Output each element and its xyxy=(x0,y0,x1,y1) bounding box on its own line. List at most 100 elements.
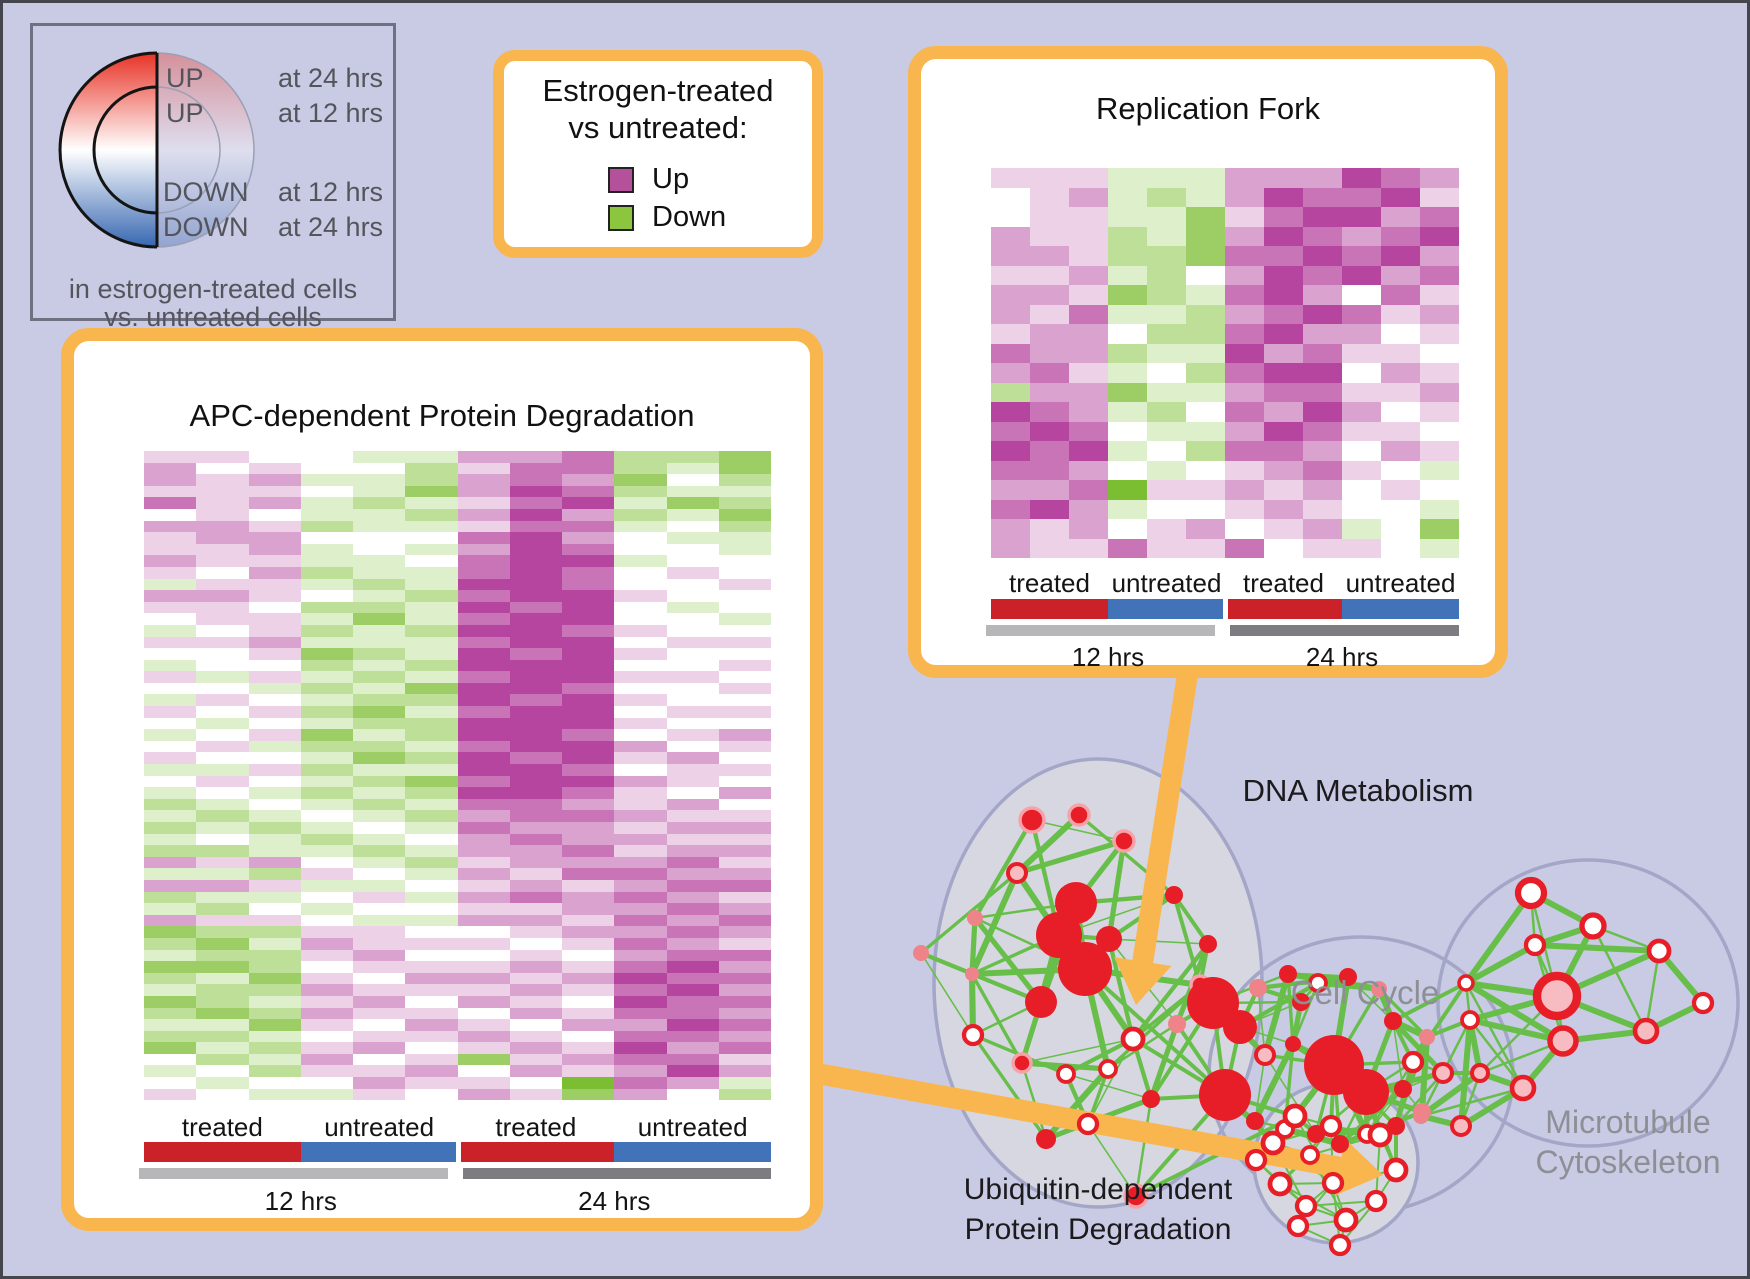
heatmap-cell xyxy=(718,914,771,927)
up-label: Up xyxy=(652,163,690,195)
heatmap-cell xyxy=(614,961,667,973)
heatmap-cell xyxy=(353,937,406,950)
heatmap-cell xyxy=(353,497,406,509)
time-bar xyxy=(1230,625,1459,636)
heatmap-cell xyxy=(562,1030,615,1043)
heatmap-cell xyxy=(1303,324,1342,344)
heatmap-cell xyxy=(718,995,771,1008)
heatmap-cell xyxy=(300,1065,353,1078)
axis-group-label: untreated xyxy=(324,1112,435,1142)
heatmap-cell xyxy=(562,624,615,637)
network-node xyxy=(1096,926,1122,952)
apc-panel-title: APC-dependent Protein Degradation xyxy=(189,398,695,433)
heatmap-cell xyxy=(1108,324,1147,344)
heatmap-cell xyxy=(1303,402,1342,422)
arrow-apc-to-ubiquitin-head xyxy=(1334,1138,1383,1196)
heatmap-cell xyxy=(1030,324,1069,344)
heatmap-cell xyxy=(718,671,771,683)
heatmap-cell xyxy=(300,520,353,533)
heatmap-cell xyxy=(991,519,1030,539)
color-key-item-up: Up xyxy=(608,163,689,196)
heatmap-cell xyxy=(1186,499,1225,519)
heatmap-cell xyxy=(614,566,667,579)
heatmap-cell xyxy=(300,1042,353,1054)
heatmap-cell xyxy=(509,1030,562,1043)
heatmap-cell xyxy=(1225,187,1264,207)
heatmap-cell xyxy=(144,926,197,938)
axis-group-label: treated xyxy=(495,1112,577,1142)
ubiquitin-label-line1: Ubiquitin-dependent xyxy=(964,1173,1233,1206)
heatmap-cell xyxy=(457,671,510,683)
heatmap-cell xyxy=(614,879,667,892)
heatmap-cell xyxy=(509,682,562,695)
heatmap-cell xyxy=(1420,363,1459,383)
microtubule-label-line1: Microtubule xyxy=(1545,1104,1710,1140)
network-node xyxy=(1333,1207,1359,1233)
heatmap-cell xyxy=(562,497,615,509)
heatmap-row xyxy=(991,519,1459,539)
heatmap-cell xyxy=(196,613,249,625)
heatmap-cell xyxy=(1303,363,1342,383)
heatmap-cell xyxy=(196,798,249,811)
heatmap-cell xyxy=(666,624,719,637)
heatmap-cell xyxy=(196,1042,249,1054)
heatmap-cell xyxy=(562,717,615,730)
heatmap-cell xyxy=(614,648,667,660)
heatmap-cell xyxy=(1030,499,1069,519)
heatmap-cell xyxy=(991,460,1030,480)
network-node xyxy=(1098,1059,1118,1079)
heatmap-cell xyxy=(991,187,1030,207)
network-node xyxy=(1286,1214,1310,1238)
heatmap-row xyxy=(144,578,771,591)
heatmap-cell xyxy=(300,914,353,927)
heatmap-cell xyxy=(248,601,301,614)
heatmap-cell xyxy=(196,682,249,695)
heatmap-cell xyxy=(248,995,301,1008)
network-node xyxy=(1279,965,1297,983)
heatmap-cell xyxy=(718,497,771,509)
heatmap-cell xyxy=(1147,285,1186,305)
heatmap-cell xyxy=(509,926,562,938)
network-edge xyxy=(1464,980,1565,1044)
heatmap-cell xyxy=(1030,285,1069,305)
heatmap-cell xyxy=(144,949,197,962)
heatmap-cell xyxy=(353,764,406,776)
network-edge xyxy=(970,973,1024,1064)
heatmap-cell xyxy=(562,474,615,486)
heatmap-cell xyxy=(666,845,719,857)
heatmap-cell xyxy=(1303,304,1342,324)
heatmap-cell xyxy=(248,833,301,846)
heatmap-cell xyxy=(1381,421,1420,441)
heatmap-cell xyxy=(718,729,771,741)
heatmap-cell xyxy=(718,822,771,834)
network-node xyxy=(1018,806,1046,834)
network-node xyxy=(1523,933,1547,957)
heatmap-cell xyxy=(457,961,510,973)
heatmap-row xyxy=(144,914,771,927)
heatmap-cell xyxy=(300,601,353,614)
heatmap-cell xyxy=(248,914,301,927)
heatmap-cell xyxy=(1069,538,1108,558)
heatmap-cell xyxy=(457,972,510,985)
heatmap-cell xyxy=(144,682,197,695)
heatmap-row xyxy=(144,648,771,660)
heatmap-cell xyxy=(1225,207,1264,227)
heatmap-cell xyxy=(718,659,771,672)
heatmap-cell xyxy=(614,508,667,521)
heatmap-cell xyxy=(248,729,301,741)
heatmap-cell xyxy=(1420,421,1459,441)
heatmap-cell xyxy=(1225,168,1264,188)
heatmap-cell xyxy=(457,532,510,544)
heatmap-cell xyxy=(666,903,719,915)
heatmap-row xyxy=(144,717,771,730)
heatmap-cell xyxy=(509,601,562,614)
network-node xyxy=(1384,1012,1402,1030)
heatmap-cell xyxy=(718,532,771,544)
heatmap-cell xyxy=(991,480,1030,500)
network-node xyxy=(1267,1171,1293,1197)
heatmap-cell xyxy=(1108,519,1147,539)
heatmap-cell xyxy=(1381,324,1420,344)
heatmap-cell xyxy=(405,903,458,915)
heatmap-cell xyxy=(991,363,1030,383)
heatmap-cell xyxy=(353,451,406,463)
